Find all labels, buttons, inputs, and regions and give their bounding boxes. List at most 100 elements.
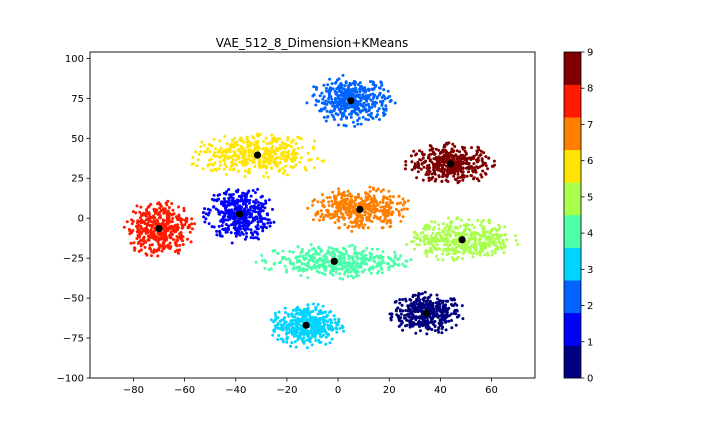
- data-point-cluster-6: [242, 152, 246, 155]
- data-point-cluster-3: [309, 310, 313, 314]
- data-point-cluster-2: [371, 88, 375, 91]
- data-point-cluster-6: [223, 134, 227, 138]
- data-point-cluster-6: [277, 146, 281, 150]
- data-point-cluster-6: [262, 163, 266, 167]
- data-point-cluster-8: [153, 226, 156, 230]
- data-point-cluster-7: [355, 218, 359, 222]
- data-point-cluster-6: [292, 165, 296, 169]
- data-point-cluster-1: [227, 188, 231, 191]
- data-point-cluster-4: [369, 271, 373, 275]
- data-point-cluster-8: [189, 240, 193, 244]
- data-point-cluster-2: [373, 102, 377, 106]
- data-point-cluster-4: [333, 247, 336, 251]
- colorbar-segment-6: [564, 149, 581, 183]
- data-point-cluster-8: [147, 211, 151, 215]
- data-point-cluster-5: [501, 238, 505, 242]
- data-point-cluster-4: [355, 269, 359, 273]
- data-point-cluster-0: [399, 312, 403, 316]
- data-point-cluster-3: [293, 331, 297, 335]
- data-point-cluster-1: [243, 237, 247, 241]
- data-point-cluster-7: [343, 204, 347, 208]
- data-point-cluster-4: [295, 260, 299, 264]
- data-point-cluster-5: [436, 258, 440, 262]
- data-point-cluster-0: [461, 317, 465, 321]
- data-point-cluster-6: [282, 157, 286, 161]
- data-point-cluster-6: [218, 163, 222, 167]
- data-point-cluster-8: [161, 222, 165, 226]
- data-point-cluster-1: [264, 201, 268, 205]
- data-point-cluster-4: [302, 267, 306, 271]
- data-point-cluster-9: [416, 162, 420, 166]
- data-point-cluster-4: [329, 253, 333, 256]
- data-point-cluster-5: [445, 238, 449, 242]
- data-point-cluster-6: [228, 168, 232, 171]
- data-point-cluster-6: [221, 149, 225, 153]
- data-point-cluster-6: [294, 163, 298, 167]
- data-point-cluster-3: [306, 303, 310, 307]
- data-point-cluster-9: [446, 180, 450, 184]
- data-point-cluster-7: [360, 222, 364, 226]
- data-point-cluster-3: [281, 340, 285, 344]
- data-point-cluster-2: [382, 88, 386, 92]
- data-point-cluster-8: [185, 217, 189, 220]
- data-point-cluster-7: [349, 220, 353, 224]
- data-point-cluster-0: [439, 309, 443, 312]
- data-point-cluster-2: [342, 98, 346, 102]
- data-point-cluster-1: [224, 218, 228, 222]
- data-point-cluster-3: [323, 310, 326, 314]
- data-point-cluster-8: [169, 230, 173, 234]
- data-point-cluster-5: [474, 232, 478, 236]
- data-point-cluster-5: [503, 233, 507, 237]
- data-point-cluster-4: [363, 268, 367, 272]
- data-point-cluster-2: [366, 118, 370, 122]
- data-point-cluster-8: [148, 246, 152, 250]
- data-point-cluster-5: [437, 223, 441, 227]
- data-point-cluster-6: [275, 164, 279, 168]
- data-point-cluster-9: [446, 157, 450, 161]
- data-point-cluster-3: [329, 326, 333, 330]
- data-point-cluster-4: [359, 257, 363, 261]
- data-point-cluster-9: [420, 162, 424, 166]
- data-point-cluster-5: [440, 238, 444, 242]
- data-point-cluster-5: [423, 243, 427, 246]
- data-point-cluster-8: [139, 248, 143, 252]
- data-point-cluster-0: [428, 315, 432, 319]
- data-point-cluster-7: [397, 194, 401, 198]
- data-point-cluster-6: [265, 142, 269, 146]
- data-point-cluster-4: [355, 272, 358, 275]
- data-point-cluster-4: [338, 261, 342, 265]
- data-point-cluster-0: [418, 325, 421, 328]
- data-point-cluster-2: [353, 80, 357, 84]
- data-point-cluster-7: [364, 198, 367, 202]
- data-point-cluster-6: [225, 150, 229, 154]
- data-point-cluster-5: [493, 227, 497, 231]
- data-point-cluster-3: [328, 341, 332, 345]
- data-point-cluster-5: [468, 238, 472, 242]
- data-point-cluster-7: [320, 193, 324, 197]
- data-point-cluster-2: [312, 93, 316, 97]
- data-point-cluster-6: [239, 144, 243, 148]
- data-point-cluster-4: [288, 250, 292, 253]
- data-point-cluster-7: [395, 202, 399, 206]
- data-point-cluster-7: [349, 195, 353, 198]
- data-point-cluster-3: [285, 325, 289, 328]
- data-point-cluster-5: [467, 218, 471, 222]
- data-point-cluster-1: [264, 199, 268, 203]
- data-point-cluster-0: [417, 322, 421, 326]
- data-point-cluster-7: [351, 225, 354, 229]
- data-point-cluster-1: [259, 201, 263, 205]
- data-point-cluster-6: [246, 157, 250, 161]
- data-point-cluster-4: [361, 254, 365, 258]
- data-point-cluster-7: [359, 197, 363, 201]
- data-point-cluster-6: [240, 155, 244, 159]
- data-point-cluster-5: [481, 241, 485, 245]
- data-point-cluster-1: [239, 227, 242, 231]
- data-point-cluster-6: [270, 147, 274, 151]
- data-point-cluster-9: [451, 142, 455, 146]
- data-point-cluster-6: [264, 160, 268, 164]
- data-point-cluster-7: [329, 216, 333, 220]
- data-point-cluster-4: [341, 277, 345, 281]
- data-point-cluster-1: [218, 231, 222, 235]
- data-point-cluster-1: [236, 219, 240, 223]
- data-point-cluster-2: [336, 105, 339, 109]
